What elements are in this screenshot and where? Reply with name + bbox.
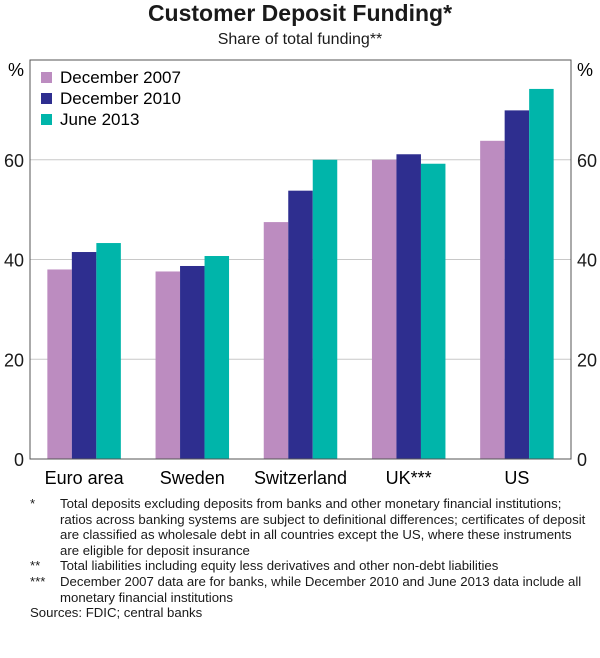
- bar-june-2013: [312, 159, 338, 459]
- x-tick-label: Switzerland: [254, 468, 347, 488]
- y-tick-label-right: 0: [577, 450, 587, 470]
- bar-december-2007: [371, 159, 397, 459]
- plot-frame: [29, 59, 572, 460]
- bar-june-2013: [96, 243, 121, 459]
- footnote: * Total deposits excluding deposits from …: [30, 496, 590, 558]
- y-tick-label-left: 20: [4, 350, 24, 370]
- bar-december-2007: [263, 222, 289, 459]
- legend-label: June 2013: [60, 110, 139, 129]
- y-tick-label-right: 60: [577, 151, 597, 171]
- bar-december-2007: [47, 269, 72, 459]
- x-tick-label: Sweden: [160, 468, 225, 488]
- footnote-marker: *: [30, 496, 36, 511]
- y-tick-label-left: 0: [14, 450, 24, 470]
- bar-december-2010: [396, 154, 421, 460]
- bar-december-2010: [288, 190, 313, 460]
- bar-december-2007: [480, 140, 505, 460]
- x-tick-label: UK***: [386, 468, 432, 488]
- legend-swatch: [41, 114, 52, 125]
- chart-subtitle: Share of total funding**: [217, 31, 383, 48]
- footnote: ** Total liabilities including equity les…: [30, 558, 590, 574]
- footnote-text: Total deposits excluding deposits from b…: [60, 496, 586, 558]
- footnotes: * Total deposits excluding deposits from …: [30, 496, 590, 621]
- bar-december-2010: [71, 252, 97, 459]
- y-axis-unit-left: %: [8, 60, 24, 80]
- bar-december-2007: [155, 271, 181, 459]
- bar-june-2013: [204, 256, 230, 459]
- footnote-marker: **: [30, 558, 41, 574]
- footnote-marker: ***: [30, 573, 46, 589]
- x-tick-label: Euro area: [45, 468, 125, 488]
- y-tick-label-left: 60: [4, 151, 24, 171]
- bar-december-2010: [504, 110, 530, 459]
- x-tick-label: US: [504, 468, 529, 488]
- chart-title: Customer Deposit Funding*: [147, 0, 453, 26]
- legend-label: December 2010: [60, 89, 181, 108]
- legend-swatch: [41, 72, 52, 83]
- sources: Sources: FDIC; central banks: [30, 605, 203, 621]
- y-tick-label-left: 40: [4, 251, 24, 271]
- footnote: *** December 2007 data are for banks, whi…: [30, 574, 590, 605]
- y-tick-label-right: 20: [577, 350, 597, 370]
- footnote-text: December 2007 data are for banks, while …: [60, 573, 582, 605]
- footnote-text: Total liabilities including equity less …: [60, 558, 499, 574]
- bar-june-2013: [529, 88, 554, 460]
- bar-june-2013: [420, 163, 446, 460]
- y-tick-label-right: 40: [577, 251, 597, 271]
- y-axis-unit-right: %: [577, 60, 593, 80]
- legend-label: December 2007: [60, 68, 181, 87]
- bar-december-2010: [180, 265, 205, 459]
- chart-svg: 0 0 20 20 40 40 60 60% % Euro area Sweden Switzerla…: [4, 59, 597, 488]
- legend-swatch: [41, 93, 52, 104]
